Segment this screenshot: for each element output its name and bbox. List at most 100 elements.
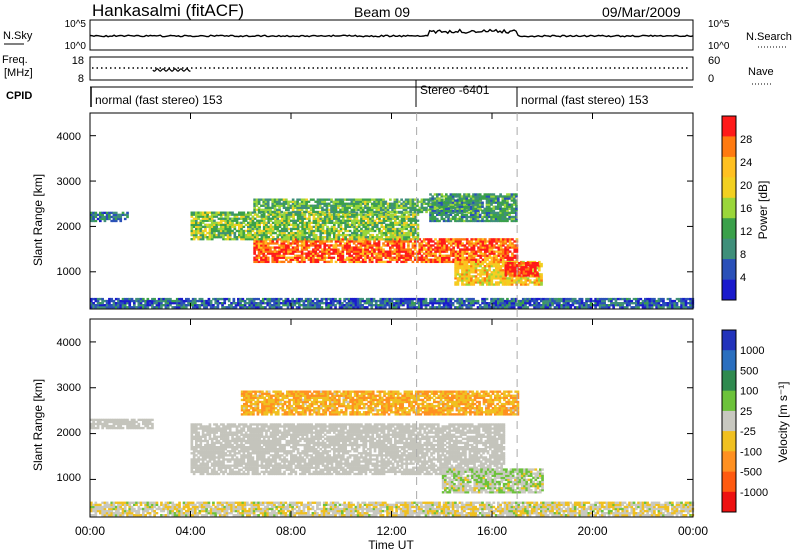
heatmap-cell [360, 257, 363, 259]
heatmap-cell [470, 255, 473, 257]
heatmap-cell [272, 232, 275, 234]
heatmap-cell [387, 203, 390, 205]
heatmap-cell [452, 204, 455, 206]
heatmap-cell [514, 264, 517, 266]
heatmap-cell [630, 302, 633, 304]
heatmap-cell [283, 230, 286, 232]
heatmap-cell [370, 304, 373, 306]
heatmap-cell [456, 199, 459, 201]
heatmap-cell [365, 236, 368, 238]
heatmap-cell [296, 248, 299, 250]
heatmap-cell [482, 240, 485, 242]
heatmap-cell [283, 240, 286, 242]
heatmap-cell [142, 304, 145, 306]
heatmap-cell [312, 255, 315, 257]
heatmap-cell [342, 251, 345, 253]
heatmap-cell [438, 202, 441, 204]
heatmap-cell [294, 242, 297, 244]
heatmap-cell [398, 257, 401, 259]
heatmap-cell [371, 251, 374, 253]
heatmap-cell [305, 255, 308, 257]
heatmap-cell [147, 300, 150, 302]
heatmap-cell [405, 222, 408, 224]
heatmap-cell [387, 218, 390, 220]
heatmap-cell [353, 222, 356, 224]
heatmap-cell [276, 246, 279, 248]
heatmap-cell [504, 253, 507, 255]
heatmap-cell [351, 259, 354, 261]
heatmap-cell [466, 277, 469, 279]
heatmap-cell [224, 238, 227, 240]
heatmap-cell [461, 261, 464, 263]
heatmap-cell [375, 205, 378, 207]
heatmap-cell [253, 261, 256, 263]
heatmap-cell [431, 302, 434, 304]
heatmap-cell [142, 306, 145, 308]
heatmap-cell [288, 236, 291, 238]
heatmap-cell [445, 208, 448, 210]
heatmap-cell [522, 283, 525, 285]
heatmap-cell [394, 220, 397, 222]
heatmap-cell [468, 298, 471, 300]
heatmap-cell [380, 236, 383, 238]
heatmap-cell [209, 216, 212, 218]
heatmap-cell [281, 214, 284, 216]
heatmap-cell [342, 207, 345, 209]
heatmap-cell [400, 251, 403, 253]
heatmap-cell [272, 230, 275, 232]
heatmap-cell [376, 218, 379, 220]
heatmap-cell [183, 306, 186, 308]
heatmap-cell [115, 220, 118, 222]
heatmap-cell [432, 244, 435, 246]
heatmap-cell [323, 246, 326, 248]
heatmap-cell [368, 302, 371, 304]
heatmap-cell [525, 268, 528, 270]
heatmap-cell [400, 244, 403, 246]
heatmap-cell [481, 263, 484, 265]
heatmap-cell [271, 261, 274, 263]
heatmap-cell [527, 274, 530, 276]
heatmap-cell [601, 306, 604, 308]
heatmap-cell [511, 279, 514, 281]
heatmap-cell [110, 298, 113, 300]
heatmap-cell [486, 212, 489, 214]
heatmap-cell [430, 261, 433, 263]
heatmap-cell [421, 240, 424, 242]
heatmap-cell [461, 244, 464, 246]
heatmap-cell [520, 270, 523, 272]
heatmap-cell [328, 220, 331, 222]
heatmap-cell [507, 264, 510, 266]
heatmap-cell [482, 238, 485, 240]
heatmap-cell [466, 283, 469, 285]
heatmap-cell [615, 304, 618, 306]
heatmap-cell [470, 300, 473, 302]
heatmap-cell [391, 203, 394, 205]
heatmap-cell [323, 261, 326, 263]
heatmap-cell [117, 214, 120, 216]
heatmap-cell [309, 302, 312, 304]
heatmap-cell [313, 238, 316, 240]
heatmap-cell [660, 306, 663, 308]
heatmap-cell [126, 216, 129, 218]
heatmap-cell [258, 246, 261, 248]
heatmap-cell [474, 218, 477, 220]
heatmap-cell [223, 300, 226, 302]
heatmap-cell [518, 279, 521, 281]
heatmap-cell [461, 302, 464, 304]
heatmap-cell [597, 298, 600, 300]
heatmap-cell [475, 255, 478, 257]
heatmap-cell [408, 236, 411, 238]
heatmap-cell [450, 306, 453, 308]
heatmap-cell [313, 220, 316, 222]
heatmap-cell [461, 218, 464, 220]
heatmap-cell [308, 224, 311, 226]
heatmap-cell [281, 232, 284, 234]
heatmap-cell [278, 304, 281, 306]
heatmap-cell [481, 281, 484, 283]
heatmap-cell [450, 242, 453, 244]
heatmap-cell [287, 298, 290, 300]
heatmap-cell [319, 205, 322, 207]
heatmap-cell [317, 244, 320, 246]
heatmap-cell [540, 263, 543, 265]
heatmap-cell [468, 193, 471, 195]
